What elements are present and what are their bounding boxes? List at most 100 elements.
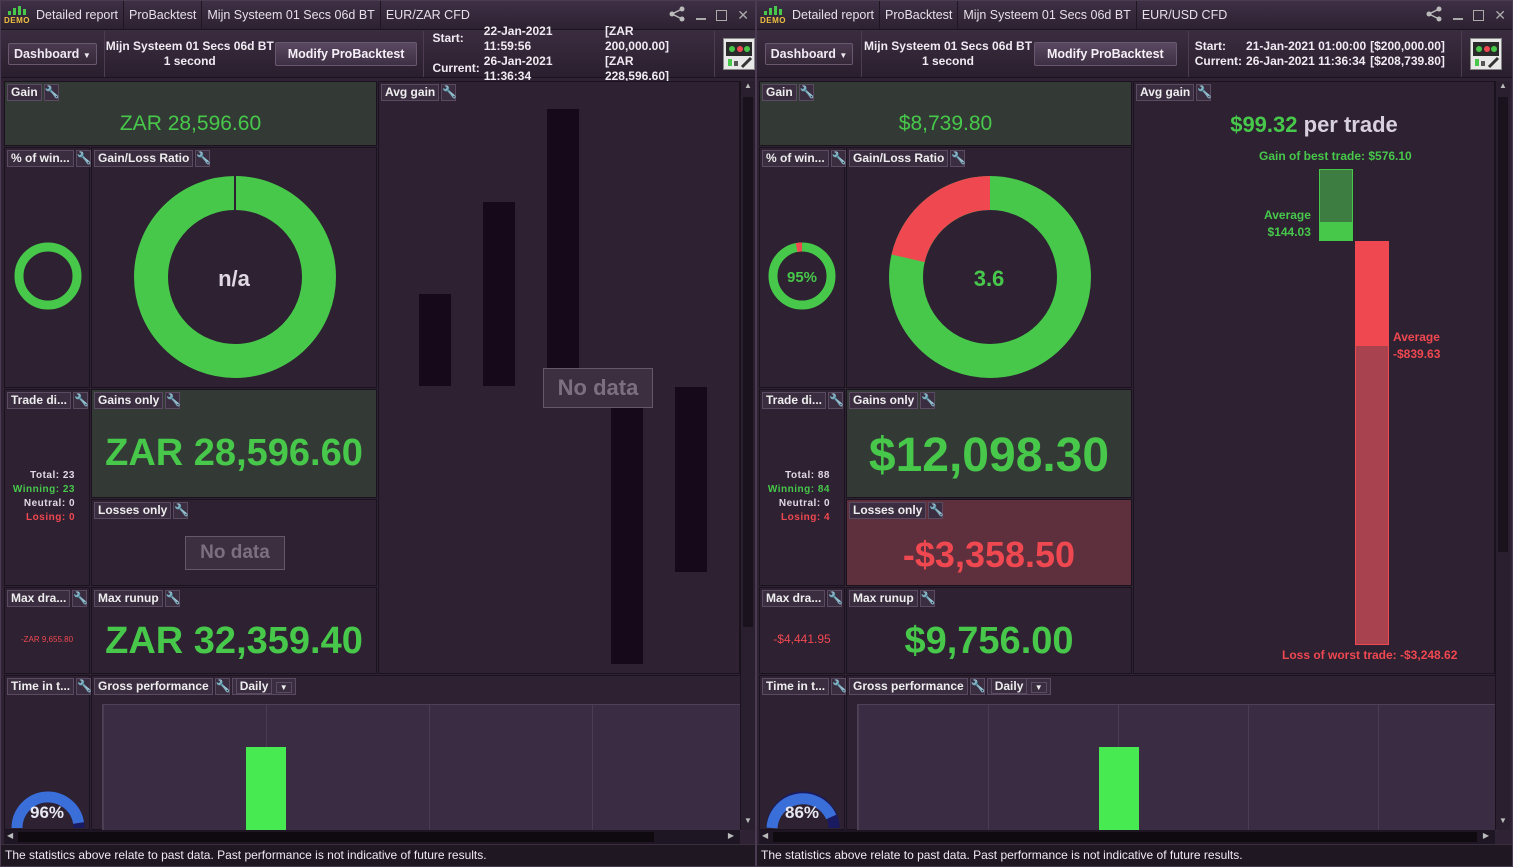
losing-value: 4 bbox=[823, 512, 830, 523]
scroll-left-icon[interactable]: ◀ bbox=[7, 831, 14, 840]
panel-title: Losses only bbox=[94, 502, 172, 519]
current-label: Current: bbox=[1194, 53, 1243, 68]
disclaimer-footer: The statistics above relate to past data… bbox=[1, 844, 755, 866]
winning-value: 23 bbox=[62, 484, 75, 495]
minimize-icon[interactable] bbox=[1453, 18, 1464, 20]
start-date: 21-Jan-2021 01:00:00 bbox=[1246, 38, 1367, 53]
vertical-scrollbar[interactable]: ▲ ▼ bbox=[1495, 81, 1510, 830]
horizontal-scrollbar[interactable]: ◀ ▶ bbox=[4, 830, 740, 844]
horizontal-scrollbar[interactable]: ◀ ▶ bbox=[759, 830, 1495, 844]
wrench-icon[interactable]: 🔧 bbox=[928, 502, 945, 519]
report-settings-icon[interactable] bbox=[723, 37, 755, 70]
tab-detailed-report[interactable]: Detailed report bbox=[31, 1, 124, 30]
wrench-icon[interactable]: 🔧 bbox=[75, 150, 92, 167]
chevron-down-icon: ▼ bbox=[839, 50, 848, 60]
wrench-icon[interactable]: 🔧 bbox=[969, 678, 986, 695]
demo-label: DEMO bbox=[4, 15, 30, 25]
current-date: 26-Jan-2021 11:36:34 bbox=[483, 53, 553, 83]
panel-title: Gain bbox=[7, 84, 42, 101]
panel-title: Max runup bbox=[849, 590, 918, 607]
losing-label: Losing: bbox=[26, 512, 66, 523]
wrench-icon[interactable]: 🔧 bbox=[830, 150, 847, 167]
share-icon[interactable] bbox=[668, 6, 686, 25]
current-value: [$208,739.80] bbox=[1370, 53, 1445, 68]
minimize-icon[interactable] bbox=[696, 18, 707, 20]
start-label: Start: bbox=[1194, 38, 1227, 53]
modify-probacktest-button[interactable]: Modify ProBacktest bbox=[274, 41, 418, 66]
maximize-icon[interactable] bbox=[716, 9, 728, 21]
tab-detailed-report[interactable]: Detailed report bbox=[787, 1, 880, 30]
tab-system[interactable]: Mijn Systeem 01 Secs 06d BT bbox=[958, 1, 1137, 30]
vertical-scrollbar[interactable]: ▲ ▼ bbox=[740, 81, 755, 830]
wrench-icon[interactable]: 🔧 bbox=[828, 392, 844, 409]
dashboard-dropdown[interactable]: Dashboard ▼ bbox=[764, 42, 854, 65]
tab-probacktest[interactable]: ProBacktest bbox=[124, 1, 203, 30]
tab-instrument[interactable]: EUR/USD CFD bbox=[1141, 7, 1228, 22]
gross-performance-bar bbox=[1099, 747, 1139, 832]
period-label: Daily bbox=[235, 678, 273, 694]
neutral-value: 0 bbox=[823, 498, 830, 509]
wrench-icon[interactable]: 🔧 bbox=[164, 590, 181, 607]
scroll-left-icon[interactable]: ◀ bbox=[762, 831, 769, 840]
left-report-window: DEMO Detailed report ProBacktest Mijn Sy… bbox=[0, 0, 756, 867]
wrench-icon[interactable]: 🔧 bbox=[73, 392, 89, 409]
wrench-icon[interactable]: 🔧 bbox=[43, 84, 60, 101]
tab-probacktest[interactable]: ProBacktest bbox=[880, 1, 959, 30]
avg-per-trade-value: $99.32 bbox=[1230, 112, 1298, 137]
total-label: Total: bbox=[30, 470, 60, 481]
tab-instrument[interactable]: EUR/ZAR CFD bbox=[385, 7, 470, 22]
gains-only-panel: Gains only 🔧 $12,098.30 bbox=[846, 389, 1132, 498]
time-in-trade-value: 96% bbox=[29, 803, 65, 822]
panel-title: Losses only bbox=[849, 502, 927, 519]
losses-only-value: -$3,358.50 bbox=[902, 534, 1076, 575]
wrench-icon[interactable]: 🔧 bbox=[76, 678, 93, 695]
max-runup-panel: Max runup 🔧 $9,756.00 bbox=[846, 587, 1132, 674]
scroll-up-icon[interactable]: ▲ bbox=[744, 81, 752, 90]
placeholder-bar bbox=[675, 387, 707, 572]
wrench-icon[interactable]: 🔧 bbox=[195, 150, 212, 167]
wrench-icon[interactable]: 🔧 bbox=[919, 590, 936, 607]
max-drawdown-value: -$4,441.95 bbox=[773, 632, 831, 646]
wrench-icon[interactable]: 🔧 bbox=[920, 392, 937, 409]
neutral-value: 0 bbox=[68, 498, 75, 509]
wrench-icon[interactable]: 🔧 bbox=[831, 678, 848, 695]
gross-performance-bar bbox=[246, 747, 286, 832]
close-icon[interactable]: ✕ bbox=[737, 6, 749, 23]
scroll-down-icon[interactable]: ▼ bbox=[1499, 816, 1507, 825]
scroll-down-icon[interactable]: ▼ bbox=[744, 816, 752, 825]
wrench-icon[interactable]: 🔧 bbox=[798, 84, 815, 101]
report-settings-icon[interactable] bbox=[1469, 37, 1502, 70]
share-icon[interactable] bbox=[1425, 6, 1443, 25]
wrench-icon[interactable]: 🔧 bbox=[214, 678, 231, 695]
wrench-icon[interactable]: 🔧 bbox=[1196, 84, 1213, 101]
wrench-icon[interactable]: 🔧 bbox=[173, 502, 190, 519]
wrench-icon[interactable]: 🔧 bbox=[950, 150, 967, 167]
period-dropdown[interactable]: Daily ▼ bbox=[231, 678, 296, 695]
period-dropdown[interactable]: Daily ▼ bbox=[986, 678, 1051, 695]
demo-label: DEMO bbox=[760, 15, 786, 25]
worst-trade-label: Loss of worst trade: -$3,248.62 bbox=[1282, 648, 1458, 662]
losing-label: Losing: bbox=[781, 512, 821, 523]
ratio-value: 3.6 bbox=[973, 266, 1005, 291]
gain-panel: Gain 🔧 ZAR 28,596.60 bbox=[4, 81, 377, 146]
tab-system[interactable]: Mijn Systeem 01 Secs 06d BT bbox=[202, 1, 381, 30]
scroll-right-icon[interactable]: ▶ bbox=[727, 831, 734, 840]
demo-logo-icon: DEMO bbox=[1, 1, 31, 30]
wrench-icon[interactable]: 🔧 bbox=[165, 392, 182, 409]
scroll-right-icon[interactable]: ▶ bbox=[1482, 831, 1489, 840]
modify-probacktest-button[interactable]: Modify ProBacktest bbox=[1034, 41, 1177, 66]
dashboard-dropdown[interactable]: Dashboard ▼ bbox=[8, 42, 97, 65]
losses-no-data: No data bbox=[185, 536, 285, 570]
max-drawdown-panel: Max dra... 🔧 -$4,441.95 bbox=[759, 587, 845, 674]
gain-loss-ratio-panel: Gain/Loss Ratio 🔧 n/a bbox=[91, 147, 377, 388]
close-icon[interactable]: ✕ bbox=[1494, 6, 1506, 23]
wrench-icon[interactable]: 🔧 bbox=[827, 590, 844, 607]
maximize-icon[interactable] bbox=[1473, 9, 1485, 21]
wrench-icon[interactable]: 🔧 bbox=[72, 590, 89, 607]
placeholder-bar bbox=[419, 294, 451, 386]
placeholder-bar bbox=[611, 402, 643, 664]
scroll-up-icon[interactable]: ▲ bbox=[1499, 81, 1507, 90]
date-range: Start: 21-Jan-2021 01:00:00 [$200,000.00] … bbox=[1195, 39, 1449, 69]
date-range: Start: 22-Jan-2021 11:59:56 [ZAR 200,000.0… bbox=[432, 24, 704, 84]
wrench-icon[interactable]: 🔧 bbox=[441, 84, 458, 101]
